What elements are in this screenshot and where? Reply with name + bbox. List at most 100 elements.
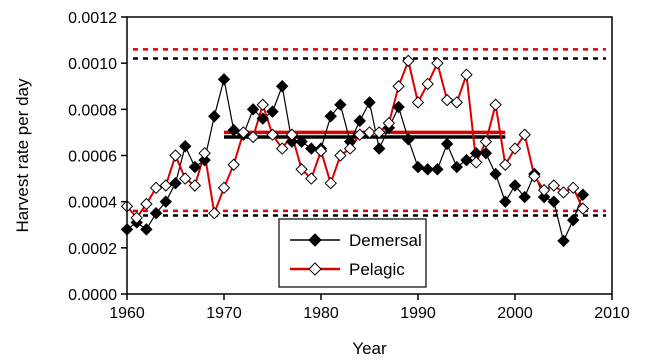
pelagic-point — [159, 179, 173, 192]
pelagic-point — [295, 163, 308, 176]
pelagic-point — [421, 77, 434, 91]
demersal-point — [537, 190, 551, 204]
pelagic-point — [208, 207, 221, 220]
demersal-point — [421, 163, 434, 176]
demersal-point — [508, 179, 522, 192]
demersal-point — [518, 190, 531, 204]
pelagic-point — [149, 181, 163, 195]
pelagic-point — [479, 135, 493, 148]
pelagic-point — [450, 96, 464, 109]
pelagic-point — [334, 149, 347, 162]
demersal-point — [217, 73, 231, 86]
pelagic-point — [198, 146, 211, 160]
pelagic-point — [431, 56, 444, 70]
demersal-point — [285, 135, 299, 148]
y-tick-label: 0.0000 — [68, 287, 117, 304]
pelagic-point — [528, 170, 541, 183]
pelagic-point — [537, 183, 551, 197]
demersal-point — [169, 176, 182, 190]
pelagic-point — [178, 172, 192, 185]
demersal-legend-marker — [308, 233, 322, 247]
pelagic-point — [508, 142, 522, 155]
demersal-point — [499, 195, 512, 208]
demersal-point — [576, 188, 590, 201]
pelagic-point — [130, 211, 143, 225]
demersal-point — [256, 112, 270, 125]
pelagic-point — [363, 126, 376, 139]
pelagic-point — [372, 126, 386, 139]
pelagic-point — [411, 96, 425, 109]
pelagic-point — [392, 80, 405, 93]
y-tick-label: 0.0002 — [68, 241, 117, 258]
demersal-point — [140, 223, 153, 236]
demersal-point — [372, 142, 386, 155]
demersal-point — [411, 160, 425, 174]
y-tick-label: 0.0006 — [68, 149, 117, 166]
pelagic-point — [188, 179, 202, 192]
demersal-point — [266, 105, 279, 118]
y-tick-label: 0.0004 — [68, 195, 117, 212]
pelagic-point — [169, 149, 182, 162]
demersal-point — [275, 80, 289, 93]
x-tick-label: 1960 — [109, 305, 145, 322]
demersal-point — [198, 153, 211, 167]
demersal-point — [450, 160, 464, 174]
pelagic-point — [489, 98, 502, 111]
pelagic-legend-label: Pelagic — [349, 260, 405, 279]
pelagic-point — [566, 181, 580, 195]
pelagic-point — [499, 158, 512, 171]
pelagic-point — [469, 156, 483, 169]
x-axis-title: Year — [352, 339, 387, 358]
pelagic-point — [460, 68, 473, 81]
pelagic-point — [324, 176, 337, 190]
demersal-point — [324, 110, 337, 123]
demersal-point — [440, 137, 454, 151]
pelagic-point — [440, 93, 454, 107]
pelagic-point — [237, 126, 250, 139]
demersal-point — [188, 160, 202, 174]
demersal-legend-label: Demersal — [349, 231, 422, 250]
y-tick-label: 0.0008 — [68, 102, 117, 119]
pelagic-point — [285, 128, 299, 141]
demersal-point — [149, 207, 163, 220]
demersal-point — [295, 135, 308, 148]
demersal-point — [178, 140, 192, 153]
legend: Demersal Pelagic — [278, 218, 427, 288]
x-tick-label: 2010 — [594, 305, 630, 322]
demersal-point — [334, 98, 347, 111]
pelagic-point — [314, 144, 328, 158]
x-tick-label: 2000 — [497, 305, 533, 322]
pelagic-point — [576, 202, 590, 215]
demersal-point — [227, 123, 240, 137]
demersal-point — [208, 110, 221, 123]
demersal-point — [460, 153, 473, 167]
pelagic-point — [353, 128, 367, 141]
demersal-point — [353, 114, 367, 128]
demersal-point — [159, 195, 173, 208]
pelagic-point — [343, 142, 357, 155]
demersal-point — [431, 163, 444, 176]
demersal-point — [566, 213, 580, 227]
pelagic-point — [518, 128, 531, 141]
x-tick-label: 1970 — [206, 305, 242, 322]
pelagic-point — [305, 172, 318, 185]
x-tick-label: 1980 — [303, 305, 339, 322]
y-axis: 0.0000 0.0002 0.0004 0.0006 0.0008 0.0010 0.00… — [68, 10, 127, 304]
x-axis: 1960 1970 1980 1990 2000 2010 — [109, 294, 630, 322]
pelagic-legend-marker — [308, 262, 322, 276]
pelagic-point — [266, 128, 279, 141]
y-tick-label: 0.0012 — [68, 10, 117, 27]
pelagic-point — [402, 54, 415, 68]
pelagic-point — [382, 116, 396, 130]
pelagic-point — [275, 142, 289, 155]
demersal-point — [489, 167, 502, 181]
pelagic-point — [217, 181, 231, 195]
demersal-point — [402, 133, 415, 146]
demersal-point — [363, 96, 376, 109]
demersal-point — [479, 146, 493, 160]
legend-box — [278, 218, 427, 288]
pelagic-point — [246, 130, 260, 144]
demersal-point — [392, 100, 405, 114]
pelagic-point — [140, 197, 153, 211]
